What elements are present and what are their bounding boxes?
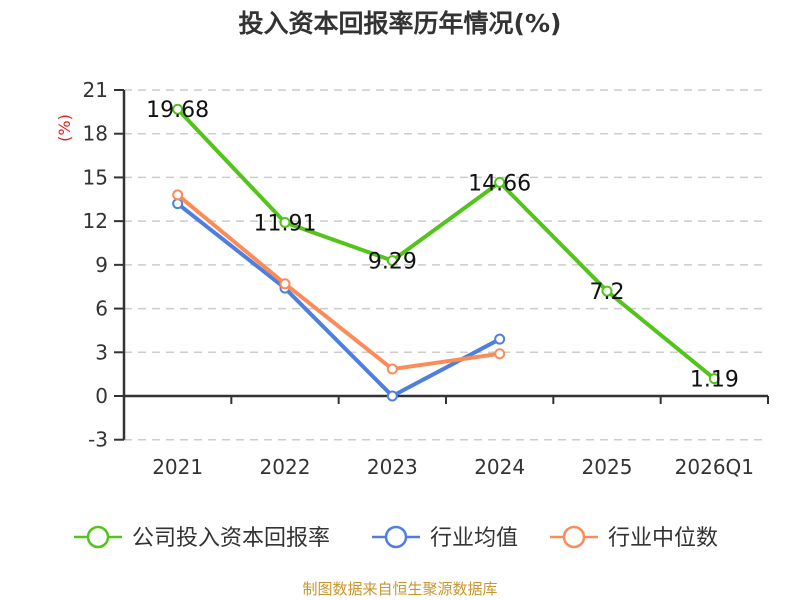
x-tick-label: 2022 [260,455,311,479]
series-line [176,107,716,381]
x-tick-label: 2025 [582,455,633,479]
legend-label: 行业均值 [430,526,518,551]
y-tick-label: 9 [95,253,108,277]
y-tick-label: -3 [88,428,108,452]
data-point[interactable] [708,373,720,385]
data-point[interactable] [494,348,506,360]
y-axis-unit-label: (%) [55,114,74,142]
data-point[interactable] [494,333,506,345]
legend-item[interactable]: 公司投入资本回报率 [74,525,330,551]
data-label: 19.68 [146,98,209,123]
legend-item[interactable]: 行业中位数 [550,525,718,551]
x-tick-label: 2026Q1 [675,455,754,479]
data-label: 1.19 [690,368,739,393]
legend-circle-icon [562,525,586,549]
legend-label: 公司投入资本回报率 [132,526,330,551]
chart-title: 投入资本回报率历年情况(%) [238,9,562,38]
data-label: 14.66 [468,171,531,196]
data-label: 9.29 [368,250,417,275]
legend-label: 行业中位数 [608,526,718,551]
data-point[interactable] [494,176,506,188]
data-point[interactable] [386,390,398,402]
y-tick-label: 18 [83,122,108,146]
series-line [176,193,500,372]
y-tick-label: 15 [83,165,108,189]
data-labels: 19.68 11.91 9.29 14.66 7.2 1.19 [146,98,739,392]
data-source-note: 制图数据来自恒生聚源数据库 [302,580,498,598]
series-lines [172,103,720,402]
data-point[interactable] [386,255,398,267]
data-point[interactable] [279,216,291,228]
legend: 公司投入资本回报率 行业均值 行业中位数 [74,525,718,551]
data-point[interactable] [172,189,184,201]
y-tick-label: 21 [83,78,108,102]
y-tick-label: 12 [83,209,108,233]
data-point[interactable] [172,198,184,210]
axes: -3 0 3 6 9 12 15 18 21 2021 2022 2023 2024 2025 2026Q1… [55,78,769,479]
legend-circle-icon [86,525,110,549]
data-point[interactable] [279,278,291,290]
x-tick-label: 2021 [152,455,203,479]
grid-lines [124,89,768,441]
data-label: 7.2 [590,280,625,305]
series-line [176,202,501,398]
y-tick-label: 0 [95,384,108,408]
data-point[interactable] [601,285,613,297]
legend-item[interactable]: 行业均值 [372,525,518,551]
data-point[interactable] [172,103,184,115]
data-label: 11.91 [254,211,317,236]
x-tick-label: 2023 [367,455,418,479]
legend-circle-icon [384,525,408,549]
y-tick-label: 3 [95,340,108,364]
data-point[interactable] [386,363,398,375]
x-tick-label: 2024 [474,455,525,479]
y-tick-label: 6 [95,297,108,321]
